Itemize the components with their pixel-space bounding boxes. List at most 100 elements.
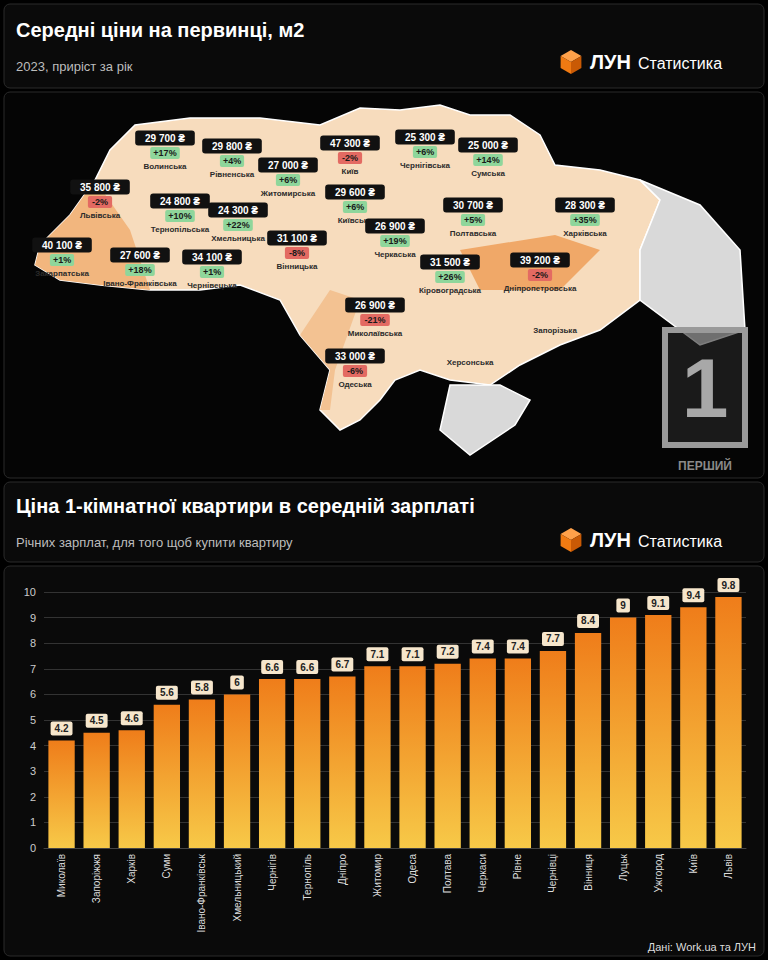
svg-text:Одеська: Одеська xyxy=(338,380,372,389)
svg-text:33 000 ₴: 33 000 ₴ xyxy=(335,351,375,362)
svg-text:Чернівці: Чернівці xyxy=(547,854,558,893)
svg-text:4.2: 4.2 xyxy=(55,723,69,734)
svg-text:Київ: Київ xyxy=(688,854,699,874)
svg-text:-2%: -2% xyxy=(532,270,548,280)
svg-text:25 300 ₴: 25 300 ₴ xyxy=(405,132,445,143)
svg-text:6.6: 6.6 xyxy=(265,662,279,673)
svg-text:Одеса: Одеса xyxy=(407,854,418,884)
svg-text:+19%: +19% xyxy=(383,236,406,246)
svg-text:Дніпропетровська: Дніпропетровська xyxy=(504,284,577,293)
svg-text:Середні ціни на первинці, м2: Середні ціни на первинці, м2 xyxy=(16,19,304,41)
svg-text:Сумська: Сумська xyxy=(471,169,505,178)
svg-text:-8%: -8% xyxy=(289,248,305,258)
svg-text:Івано-Франківська: Івано-Франківська xyxy=(103,279,177,288)
svg-text:+26%: +26% xyxy=(438,272,461,282)
svg-text:Вінниця: Вінниця xyxy=(583,854,594,891)
svg-text:Ужгород: Ужгород xyxy=(653,854,664,893)
svg-text:4: 4 xyxy=(30,740,36,752)
svg-text:Полтава: Полтава xyxy=(442,854,453,894)
svg-text:Житомирська: Житомирська xyxy=(260,189,316,198)
svg-text:-21%: -21% xyxy=(364,315,385,325)
svg-text:9.1: 9.1 xyxy=(651,598,665,609)
svg-text:35 800 ₴: 35 800 ₴ xyxy=(80,182,120,193)
svg-text:Дані: Work.ua та ЛУН: Дані: Work.ua та ЛУН xyxy=(648,941,756,953)
svg-text:+1%: +1% xyxy=(203,267,221,277)
svg-text:Івано-Франківськ: Івано-Франківськ xyxy=(196,853,207,932)
svg-text:Чернігів: Чернігів xyxy=(267,854,278,891)
svg-text:24 300 ₴: 24 300 ₴ xyxy=(218,205,258,216)
svg-text:Житомир: Житомир xyxy=(372,854,383,897)
svg-text:Вінницька: Вінницька xyxy=(277,262,318,271)
svg-text:+6%: +6% xyxy=(346,202,364,212)
svg-text:Харківська: Харківська xyxy=(563,229,607,238)
svg-text:34 100 ₴: 34 100 ₴ xyxy=(192,252,232,263)
svg-text:26 900 ₴: 26 900 ₴ xyxy=(355,300,395,311)
svg-text:Річних зарплат, для того щоб к: Річних зарплат, для того щоб купити квар… xyxy=(16,535,293,550)
svg-text:28 300 ₴: 28 300 ₴ xyxy=(565,200,605,211)
svg-text:Статистика: Статистика xyxy=(638,55,722,72)
svg-text:Суми: Суми xyxy=(161,854,172,879)
svg-text:4.6: 4.6 xyxy=(125,713,139,724)
svg-text:+4%: +4% xyxy=(223,156,241,166)
svg-text:Черкаська: Черкаська xyxy=(374,250,416,259)
svg-text:2: 2 xyxy=(30,791,36,803)
svg-text:7: 7 xyxy=(30,663,36,675)
svg-text:Волинська: Волинська xyxy=(143,162,187,171)
svg-text:27 600 ₴: 27 600 ₴ xyxy=(120,250,160,261)
svg-text:9: 9 xyxy=(620,600,626,611)
svg-text:Закарпатська: Закарпатська xyxy=(35,269,89,278)
svg-text:3: 3 xyxy=(30,765,36,777)
svg-text:1: 1 xyxy=(30,816,36,828)
svg-text:27 000 ₴: 27 000 ₴ xyxy=(268,160,308,171)
svg-text:10: 10 xyxy=(24,586,36,598)
svg-text:+22%: +22% xyxy=(226,220,249,230)
svg-text:7.1: 7.1 xyxy=(406,649,420,660)
svg-text:25 000 ₴: 25 000 ₴ xyxy=(468,140,508,151)
svg-text:Львів: Львів xyxy=(723,854,734,879)
svg-text:2023, приріст за рік: 2023, приріст за рік xyxy=(16,59,133,74)
svg-text:Тернопіль: Тернопіль xyxy=(302,854,313,900)
svg-text:Чернігівська: Чернігівська xyxy=(400,161,451,170)
svg-text:+6%: +6% xyxy=(416,147,434,157)
svg-text:0: 0 xyxy=(30,842,36,854)
svg-text:-6%: -6% xyxy=(347,366,363,376)
svg-text:ЛУН: ЛУН xyxy=(590,51,631,73)
svg-text:+18%: +18% xyxy=(128,265,151,275)
svg-text:Луцьк: Луцьк xyxy=(618,853,629,881)
svg-text:Рівне: Рівне xyxy=(512,854,523,880)
svg-text:29 800 ₴: 29 800 ₴ xyxy=(212,141,252,152)
svg-text:+5%: +5% xyxy=(464,215,482,225)
svg-text:Полтавська: Полтавська xyxy=(450,229,497,238)
svg-text:6: 6 xyxy=(234,677,240,688)
svg-text:39 200 ₴: 39 200 ₴ xyxy=(520,255,560,266)
svg-text:Хмельницький: Хмельницький xyxy=(232,854,243,921)
svg-text:4.5: 4.5 xyxy=(90,715,104,726)
svg-text:Миколаївська: Миколаївська xyxy=(348,329,403,338)
svg-text:29 700 ₴: 29 700 ₴ xyxy=(145,133,185,144)
svg-text:Тернопільська: Тернопільська xyxy=(151,225,210,234)
svg-text:Рівненська: Рівненська xyxy=(210,170,255,179)
svg-text:8: 8 xyxy=(30,637,36,649)
svg-text:Херсонська: Херсонська xyxy=(447,358,494,367)
svg-text:29 600 ₴: 29 600 ₴ xyxy=(335,187,375,198)
svg-text:30 700 ₴: 30 700 ₴ xyxy=(453,200,493,211)
svg-text:8.4: 8.4 xyxy=(581,615,595,626)
svg-text:Запоріжжя: Запоріжжя xyxy=(91,854,102,903)
svg-text:Черкаси: Черкаси xyxy=(477,854,488,893)
svg-text:Хмельницька: Хмельницька xyxy=(211,234,265,243)
svg-text:40 100 ₴: 40 100 ₴ xyxy=(42,240,82,251)
svg-text:7.4: 7.4 xyxy=(476,641,490,652)
svg-text:+14%: +14% xyxy=(476,155,499,165)
svg-text:24 800 ₴: 24 800 ₴ xyxy=(160,196,200,207)
svg-text:5.8: 5.8 xyxy=(195,682,209,693)
svg-text:6.7: 6.7 xyxy=(335,659,349,670)
svg-text:+10%: +10% xyxy=(168,211,191,221)
svg-text:9.4: 9.4 xyxy=(686,590,700,601)
svg-text:7.7: 7.7 xyxy=(546,633,560,644)
svg-text:9: 9 xyxy=(30,612,36,624)
svg-text:Чернівецька: Чернівецька xyxy=(187,281,237,290)
svg-text:+6%: +6% xyxy=(279,175,297,185)
svg-text:26 900 ₴: 26 900 ₴ xyxy=(375,221,415,232)
svg-text:1: 1 xyxy=(682,341,729,435)
svg-text:Кіровоградська: Кіровоградська xyxy=(419,286,482,295)
